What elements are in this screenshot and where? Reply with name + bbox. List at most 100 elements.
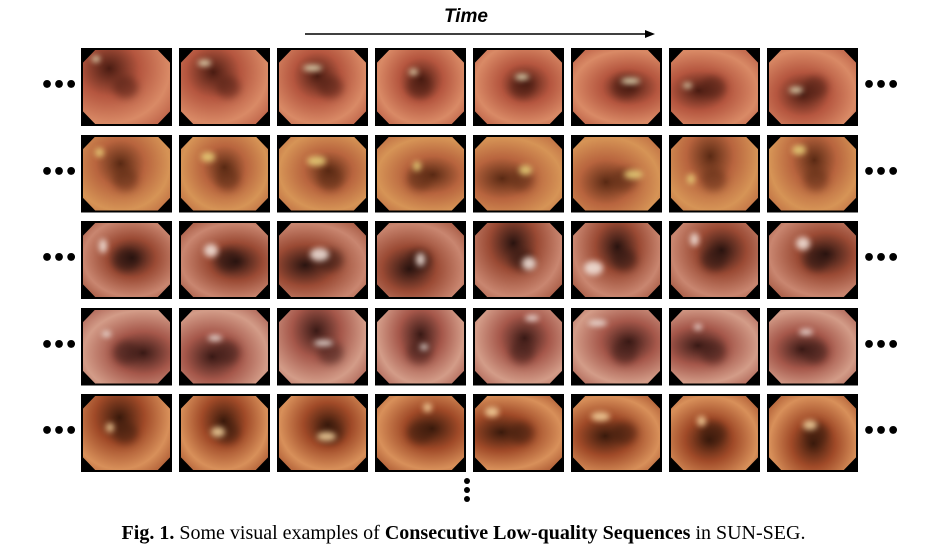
horizontal-ellipsis: •••: [862, 159, 900, 185]
video-frame: [571, 134, 662, 213]
endoscopy-image: [83, 223, 170, 297]
specular-glare: [204, 243, 219, 258]
lumen-shadow: [803, 248, 829, 272]
lumen-shadow: [113, 341, 138, 364]
video-frame: [375, 134, 466, 213]
lumen-shadow: [803, 75, 829, 99]
video-frame: [669, 221, 760, 299]
video-frame: [571, 48, 662, 126]
lumen-shadow: [509, 341, 535, 364]
endoscopy-image: [573, 309, 660, 384]
specular-glare: [802, 420, 817, 431]
endoscopy-image: [377, 309, 464, 384]
video-frame: [473, 134, 564, 213]
lumen-shadow: [407, 168, 432, 191]
lumen-shadow: [701, 341, 726, 364]
video-frame: [375, 307, 466, 386]
specular-glare: [416, 252, 425, 266]
video-frame: [473, 221, 564, 299]
video-frame: [669, 307, 760, 386]
lumen-shadow: [215, 75, 241, 99]
lumen-shadow: [612, 421, 637, 445]
video-frame: [277, 394, 368, 472]
endoscopy-image: [181, 136, 268, 211]
specular-glare: [313, 339, 333, 346]
specular-glare: [207, 335, 222, 342]
specular-glare: [690, 232, 699, 246]
video-frame: [571, 221, 662, 299]
specular-glare: [584, 261, 604, 275]
video-frame: [473, 48, 564, 126]
endoscopy-image: [475, 136, 562, 211]
lumen-shadow: [701, 168, 726, 191]
endoscopy-image: [769, 223, 856, 297]
endoscopy-image: [279, 50, 366, 124]
specular-glare: [419, 344, 429, 351]
time-label: Time: [443, 6, 488, 27]
specular-glare: [310, 248, 330, 262]
specular-glare: [624, 169, 644, 180]
endoscopy-image: [475, 50, 562, 124]
video-frame: [81, 394, 172, 472]
specular-glare: [518, 165, 533, 175]
lumen-shadow: [803, 341, 829, 364]
video-frame: [375, 221, 466, 299]
endoscopy-image: [279, 136, 366, 211]
specular-glare: [515, 73, 529, 80]
endoscopy-image: [769, 396, 856, 470]
lumen-shadow: [318, 168, 343, 191]
video-frame: [767, 307, 858, 386]
specular-glare: [95, 147, 104, 158]
time-arrow: [305, 30, 655, 38]
endoscopy-image: [377, 396, 464, 470]
lumen-shadow: [113, 75, 138, 99]
lumen-shadow: [701, 248, 726, 272]
endoscopy-image: [377, 136, 464, 211]
video-frame: [277, 134, 368, 213]
specular-glare: [620, 78, 640, 85]
endoscopy-image: [573, 223, 660, 297]
video-frame: [375, 394, 466, 472]
horizontal-ellipsis: •••: [862, 73, 900, 98]
caption-text-before: Some visual examples of: [174, 522, 385, 544]
specular-glare: [799, 328, 814, 335]
lumen-shadow: [509, 421, 535, 445]
video-frame: [277, 221, 368, 299]
video-frame: [81, 221, 172, 299]
video-frame: [277, 48, 368, 126]
specular-glare: [693, 324, 703, 331]
video-frame: [81, 307, 172, 386]
specular-glare: [91, 55, 101, 62]
lumen-shadow: [318, 341, 343, 364]
caption-bold-phrase: Consecutive Low-quality Sequences: [384, 522, 691, 544]
lumen-shadow: [407, 421, 432, 445]
specular-glare: [485, 407, 500, 417]
endoscopy-image: [377, 50, 464, 124]
video-frame: [669, 394, 760, 472]
specular-glare: [317, 431, 337, 442]
horizontal-ellipsis: •••: [40, 159, 78, 185]
specular-glare: [412, 160, 422, 171]
video-frame: [179, 134, 270, 213]
endoscopy-image: [475, 396, 562, 470]
specular-glare: [792, 145, 807, 155]
horizontal-ellipsis: •••: [40, 246, 78, 271]
endoscopy-image: [83, 309, 170, 384]
endoscopy-image: [181, 396, 268, 470]
figure-caption: Fig. 1. Some visual examples of Consecut…: [0, 522, 927, 545]
specular-glare: [521, 257, 536, 271]
endoscopy-image: [475, 223, 562, 297]
specular-glare: [105, 422, 115, 433]
horizontal-ellipsis: •••: [40, 332, 78, 358]
video-frame: [179, 394, 270, 472]
video-frame: [571, 307, 662, 386]
specular-glare: [587, 319, 607, 326]
lumen-shadow: [407, 75, 432, 99]
caption-text-after: in SUN-SEG.: [690, 522, 806, 544]
endoscopy-image: [83, 50, 170, 124]
specular-glare: [409, 69, 418, 76]
lumen-shadow: [113, 421, 138, 445]
horizontal-ellipsis: •••: [40, 419, 78, 444]
specular-glare: [525, 315, 540, 322]
horizontal-ellipsis: •••: [862, 246, 900, 271]
